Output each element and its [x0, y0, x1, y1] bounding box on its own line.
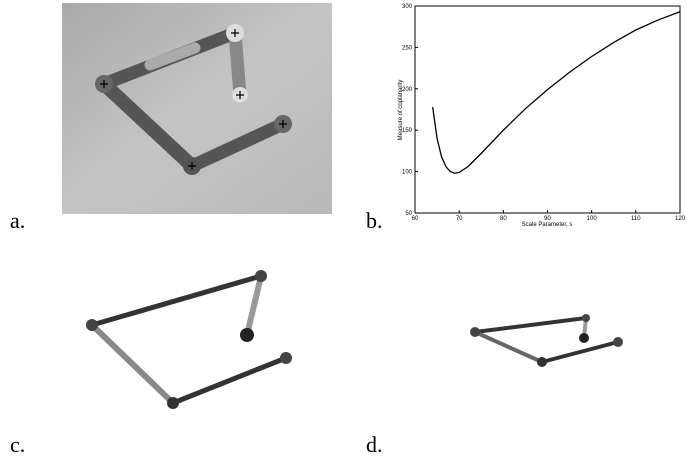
x-tick-label: 90: [544, 216, 551, 222]
reconstruction-c: [86, 270, 292, 409]
panel-label: d.: [366, 432, 383, 457]
figure: a. b. c. d. Scale Parameter, s Measure o…: [0, 0, 687, 462]
y-tick-label: 200: [402, 87, 413, 93]
y-tick-label: 150: [402, 128, 413, 134]
y-tick-label: 50: [405, 211, 412, 217]
y-tick-label: 250: [402, 45, 413, 51]
photo: [62, 3, 332, 214]
curve: [433, 12, 680, 173]
panel-label: a.: [10, 208, 25, 233]
x-axis-label: Scale Parameter, s: [522, 222, 573, 228]
x-tick-label: 60: [412, 216, 419, 222]
y-tick-label: 100: [402, 170, 413, 176]
x-tick-label: 100: [587, 216, 598, 222]
x-tick-label: 70: [456, 216, 463, 222]
x-tick-label: 80: [500, 216, 507, 222]
x-tick-label: 110: [631, 216, 641, 222]
panel-label: b.: [366, 208, 383, 233]
plot-frame: [415, 6, 680, 213]
x-tick-label: 120: [675, 216, 686, 222]
reconstruction-d: [470, 314, 623, 367]
y-tick-label: 300: [402, 4, 413, 10]
panel-label: c.: [10, 432, 25, 457]
